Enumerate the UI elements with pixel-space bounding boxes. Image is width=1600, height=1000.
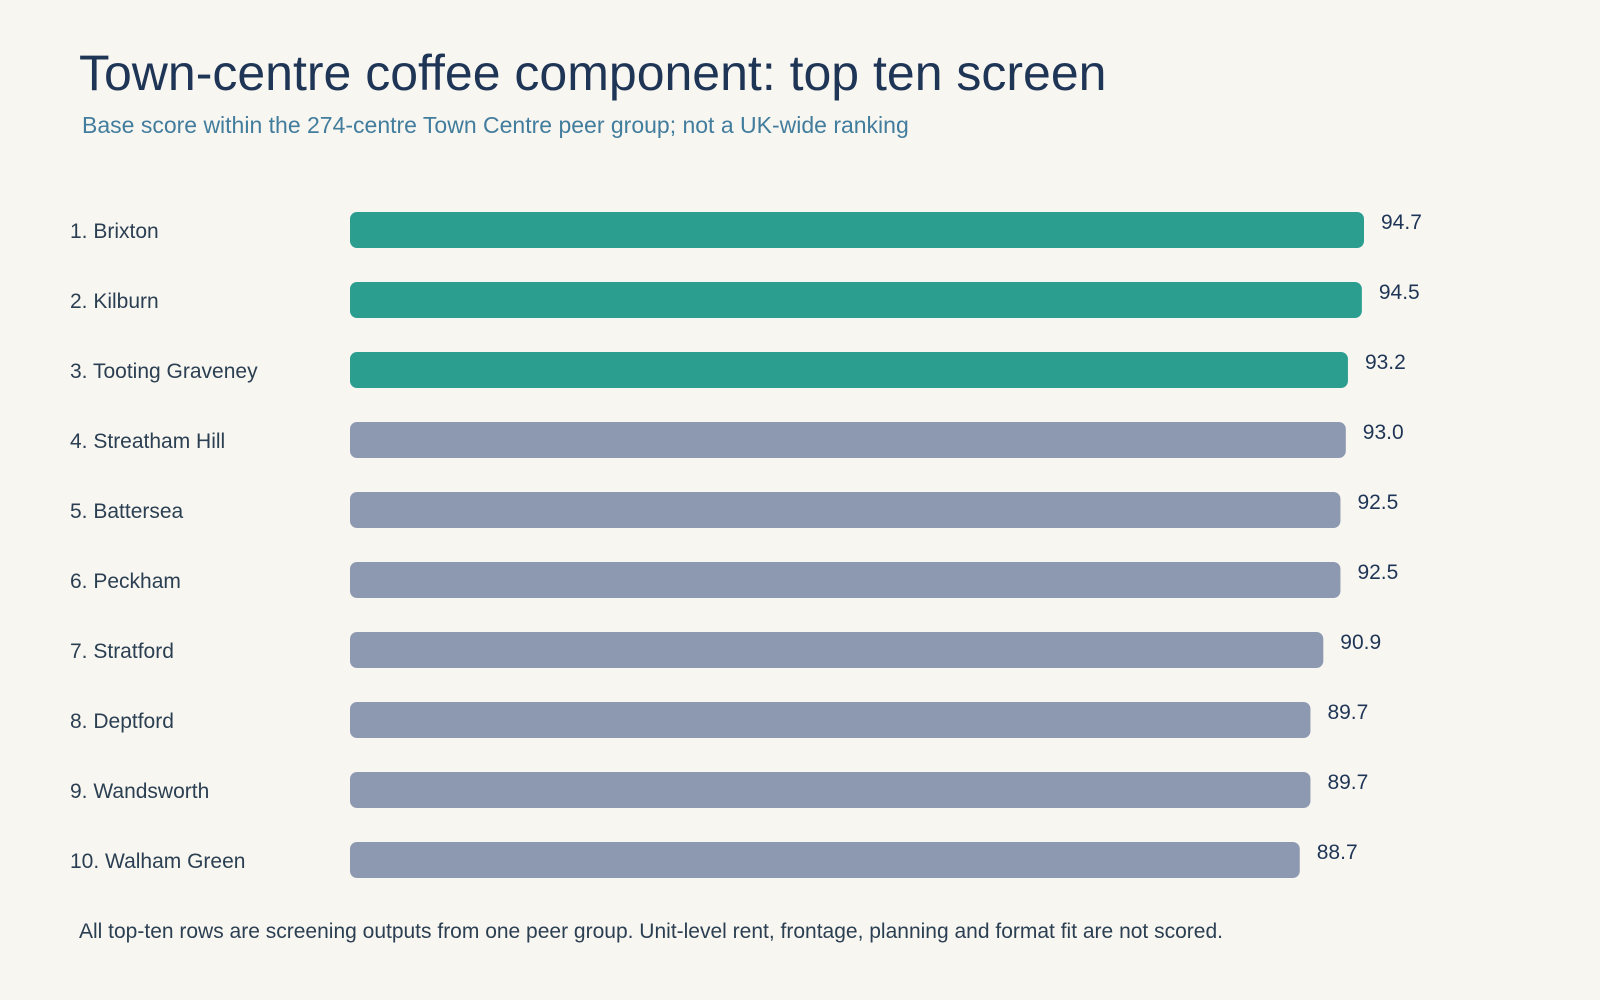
bar (350, 772, 1311, 808)
value-label: 89.7 (1327, 701, 1368, 724)
bar (350, 492, 1341, 528)
chart-subtitle: Base score within the 274-centre Town Ce… (82, 112, 909, 138)
category-label: 10. Walham Green (70, 850, 245, 873)
value-label: 94.5 (1379, 281, 1420, 304)
value-label: 93.0 (1363, 421, 1404, 444)
category-label: 9. Wandsworth (70, 780, 209, 803)
value-label: 88.7 (1317, 841, 1358, 864)
value-label: 93.2 (1365, 351, 1406, 374)
category-label: 2. Kilburn (70, 290, 159, 313)
value-label: 92.5 (1357, 491, 1398, 514)
bar (350, 282, 1362, 318)
value-label: 89.7 (1327, 771, 1368, 794)
bar (350, 352, 1348, 388)
category-label: 8. Deptford (70, 710, 174, 733)
category-label: 4. Streatham Hill (70, 430, 225, 453)
bar (350, 842, 1300, 878)
bar (350, 702, 1311, 738)
bar (350, 212, 1364, 248)
value-label: 92.5 (1357, 561, 1398, 584)
value-label: 94.7 (1381, 211, 1422, 234)
category-label: 3. Tooting Graveney (70, 360, 258, 383)
category-label: 1. Brixton (70, 220, 159, 243)
category-label: 6. Peckham (70, 570, 181, 593)
category-label: 7. Stratford (70, 640, 174, 663)
value-label: 90.9 (1340, 631, 1381, 654)
chart-title: Town-centre coffee component: top ten sc… (79, 45, 1107, 101)
bar (350, 562, 1341, 598)
category-label: 5. Battersea (70, 500, 184, 523)
bar (350, 422, 1346, 458)
bar (350, 632, 1324, 668)
chart-footnote: All top-ten rows are screening outputs f… (79, 920, 1223, 943)
